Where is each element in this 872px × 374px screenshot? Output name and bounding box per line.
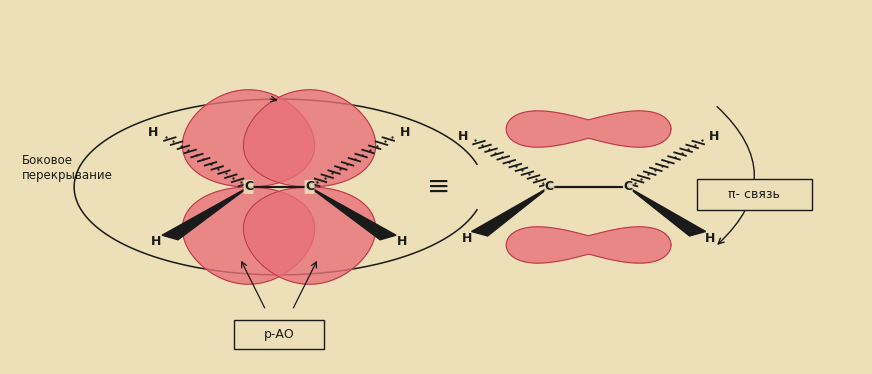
Polygon shape — [507, 111, 671, 147]
Text: р-АО: р-АО — [263, 328, 295, 341]
FancyBboxPatch shape — [697, 179, 812, 210]
Polygon shape — [243, 187, 376, 284]
Text: H: H — [705, 232, 715, 245]
Text: H: H — [147, 126, 158, 139]
Text: C: C — [623, 181, 632, 193]
Text: H: H — [397, 236, 407, 248]
Text: H: H — [462, 232, 473, 245]
Polygon shape — [162, 187, 249, 240]
Polygon shape — [472, 187, 549, 236]
Text: C: C — [305, 181, 314, 193]
Polygon shape — [310, 187, 396, 240]
Text: H: H — [151, 236, 161, 248]
Polygon shape — [182, 187, 315, 284]
Polygon shape — [182, 90, 315, 187]
Text: π- связь: π- связь — [728, 188, 780, 201]
Polygon shape — [507, 227, 671, 263]
Text: H: H — [400, 126, 411, 139]
FancyBboxPatch shape — [234, 320, 324, 349]
Text: C: C — [244, 181, 253, 193]
Polygon shape — [628, 187, 705, 236]
Text: C: C — [545, 181, 554, 193]
Text: H: H — [458, 130, 468, 143]
Text: Боковое
перекрывание: Боковое перекрывание — [22, 154, 112, 182]
Polygon shape — [243, 90, 376, 187]
Text: H: H — [709, 130, 719, 143]
Text: ≡: ≡ — [427, 173, 450, 201]
